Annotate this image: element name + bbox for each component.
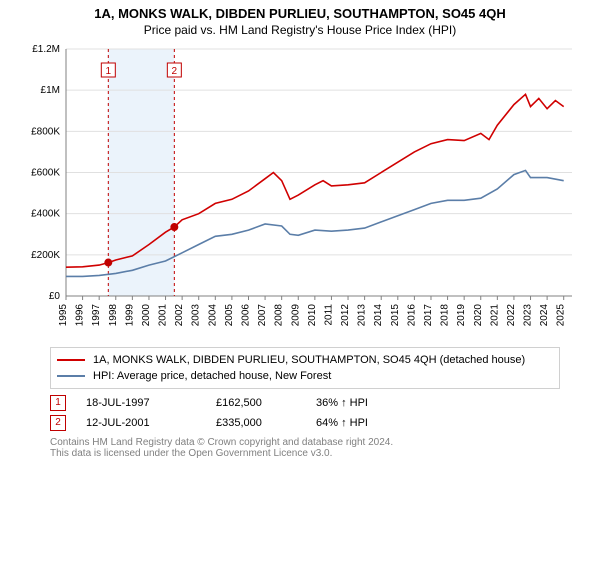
- legend-swatch-property: [57, 359, 85, 361]
- svg-text:2022: 2022: [506, 304, 517, 327]
- svg-text:2009: 2009: [290, 304, 301, 327]
- sale-price: £335,000: [216, 417, 316, 429]
- price-chart: £0 £200K £400K £600K £800K £1M £1.2M 1995 1996 19…: [20, 41, 580, 341]
- svg-text:1997: 1997: [91, 304, 102, 327]
- svg-text:2005: 2005: [224, 304, 235, 327]
- svg-text:2006: 2006: [240, 304, 251, 327]
- sale-badge-2: 2: [50, 415, 66, 431]
- svg-text:2021: 2021: [489, 304, 500, 327]
- sale-badge-1: 1: [50, 395, 66, 411]
- svg-text:1999: 1999: [124, 304, 135, 327]
- page-title: 1A, MONKS WALK, DIBDEN PURLIEU, SOUTHAMP…: [0, 6, 600, 21]
- footer-copyright: Contains HM Land Registry data © Crown c…: [50, 437, 560, 459]
- svg-text:£0: £0: [49, 291, 61, 302]
- svg-text:2004: 2004: [207, 304, 218, 327]
- sales-table: 1 18-JUL-1997 £162,500 36% ↑ HPI 2 12-JU…: [50, 393, 560, 433]
- page-subtitle: Price paid vs. HM Land Registry's House …: [0, 23, 600, 37]
- svg-text:2: 2: [172, 66, 178, 77]
- svg-text:2020: 2020: [473, 304, 484, 327]
- svg-text:2003: 2003: [191, 304, 202, 327]
- legend-swatch-hpi: [57, 375, 85, 377]
- svg-text:2013: 2013: [357, 304, 368, 327]
- footer-line1: Contains HM Land Registry data © Crown c…: [50, 437, 560, 448]
- svg-text:2015: 2015: [390, 304, 401, 327]
- svg-text:£600K: £600K: [31, 168, 60, 179]
- sale-pct: 64% ↑ HPI: [316, 417, 426, 429]
- svg-text:2016: 2016: [406, 304, 417, 327]
- svg-text:2007: 2007: [257, 304, 268, 327]
- svg-text:1995: 1995: [58, 304, 69, 327]
- table-row: 2 12-JUL-2001 £335,000 64% ↑ HPI: [50, 413, 560, 433]
- svg-text:2019: 2019: [456, 304, 467, 327]
- svg-text:£800K: £800K: [31, 126, 60, 137]
- svg-text:1: 1: [106, 66, 112, 77]
- svg-text:£1M: £1M: [41, 85, 60, 96]
- legend-label-property: 1A, MONKS WALK, DIBDEN PURLIEU, SOUTHAMP…: [93, 354, 525, 366]
- svg-text:2010: 2010: [307, 304, 318, 327]
- svg-text:2018: 2018: [440, 304, 451, 327]
- svg-text:2008: 2008: [274, 304, 285, 327]
- sale-pct: 36% ↑ HPI: [316, 397, 426, 409]
- sale-price: £162,500: [216, 397, 316, 409]
- footer-line2: This data is licensed under the Open Gov…: [50, 448, 560, 459]
- legend-label-hpi: HPI: Average price, detached house, New …: [93, 370, 331, 382]
- svg-text:£200K: £200K: [31, 250, 60, 261]
- svg-text:£1.2M: £1.2M: [32, 44, 60, 55]
- legend: 1A, MONKS WALK, DIBDEN PURLIEU, SOUTHAMP…: [50, 347, 560, 389]
- svg-text:2025: 2025: [556, 304, 567, 327]
- svg-text:2011: 2011: [323, 304, 334, 326]
- svg-text:2001: 2001: [158, 304, 169, 327]
- svg-text:2017: 2017: [423, 304, 434, 327]
- svg-text:2002: 2002: [174, 304, 185, 327]
- svg-text:2000: 2000: [141, 304, 152, 327]
- svg-text:£400K: £400K: [31, 209, 60, 220]
- svg-text:2024: 2024: [539, 304, 550, 327]
- legend-item-property: 1A, MONKS WALK, DIBDEN PURLIEU, SOUTHAMP…: [57, 352, 553, 368]
- svg-text:2012: 2012: [340, 304, 351, 327]
- sale-date: 12-JUL-2001: [86, 417, 216, 429]
- svg-text:1996: 1996: [75, 304, 86, 327]
- svg-text:2014: 2014: [373, 304, 384, 327]
- legend-item-hpi: HPI: Average price, detached house, New …: [57, 368, 553, 384]
- svg-text:2023: 2023: [523, 304, 534, 327]
- svg-text:1998: 1998: [108, 304, 119, 327]
- table-row: 1 18-JUL-1997 £162,500 36% ↑ HPI: [50, 393, 560, 413]
- sale-date: 18-JUL-1997: [86, 397, 216, 409]
